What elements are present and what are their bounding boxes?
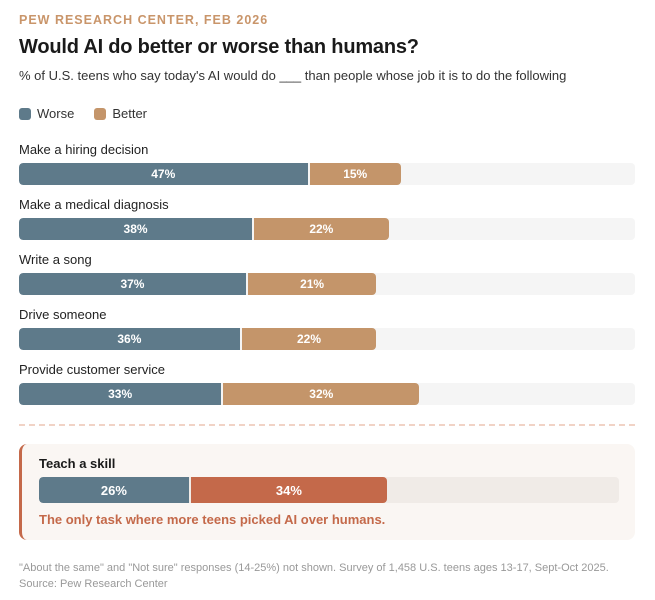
bar-worse: 33%: [19, 383, 222, 405]
legend: Worse Better: [19, 106, 635, 122]
source-eyebrow: PEW RESEARCH CENTER, FEB 2026: [19, 13, 269, 27]
bar-better: 22%: [241, 328, 377, 350]
chart-subtitle: % of U.S. teens who say today's AI would…: [19, 68, 567, 83]
bar-better: 15%: [309, 163, 401, 185]
highlight-callout: Teach a skill 26% 34% The only task wher…: [19, 444, 635, 540]
legend-label-worse: Worse: [37, 106, 75, 121]
bar-row: Provide customer service 33% 32%: [19, 362, 635, 405]
legend-label-better: Better: [112, 106, 148, 121]
bar-track: 36% 22%: [19, 328, 635, 350]
footnote: "About the same" and "Not sure" response…: [19, 562, 609, 590]
bar-track: 33% 32%: [19, 383, 635, 405]
category-label: Drive someone: [19, 307, 107, 322]
bar-better: 32%: [223, 383, 420, 405]
bar-row: Make a hiring decision 47% 15%: [19, 142, 635, 185]
bar-worse: 36%: [19, 328, 240, 350]
bar-track: 37% 21%: [19, 273, 635, 295]
legend-item-better: Better: [94, 106, 147, 122]
legend-swatch-worse: [19, 108, 31, 120]
bar-better: 22%: [254, 218, 389, 240]
bar-worse: 38%: [19, 218, 253, 240]
bar-track: 38% 22%: [19, 218, 635, 240]
callout-annotation: The only task where more teens picked AI…: [39, 512, 386, 527]
chart-title: Would AI do better or worse than humans?: [19, 36, 419, 58]
bar-worse: 47%: [19, 163, 308, 185]
category-label: Make a medical diagnosis: [19, 197, 169, 212]
bar-better: 21%: [247, 273, 377, 295]
bar-rows: Make a hiring decision 47% 15% Make a me…: [19, 142, 635, 405]
category-label: Make a hiring decision: [19, 142, 149, 157]
bar-worse: 26%: [39, 477, 189, 503]
category-label: Write a song: [19, 252, 92, 267]
legend-item-worse: Worse: [19, 106, 74, 122]
bar-row: Make a medical diagnosis 38% 22%: [19, 197, 635, 240]
bar-worse: 37%: [19, 273, 246, 295]
bar-track: 47% 15%: [19, 163, 635, 185]
bar-better-highlight: 34%: [190, 477, 387, 503]
callout-category-label: Teach a skill: [39, 456, 116, 471]
bar-row: Drive someone 36% 22%: [19, 307, 635, 350]
category-label: Provide customer service: [19, 362, 165, 377]
bar-row: Write a song 37% 21%: [19, 252, 635, 295]
section-divider: [19, 424, 635, 426]
chart-container: PEW RESEARCH CENTER, FEB 2026 Would AI d…: [19, 12, 635, 417]
legend-swatch-better: [94, 108, 107, 120]
callout-bar-track: 26% 34%: [39, 477, 619, 503]
